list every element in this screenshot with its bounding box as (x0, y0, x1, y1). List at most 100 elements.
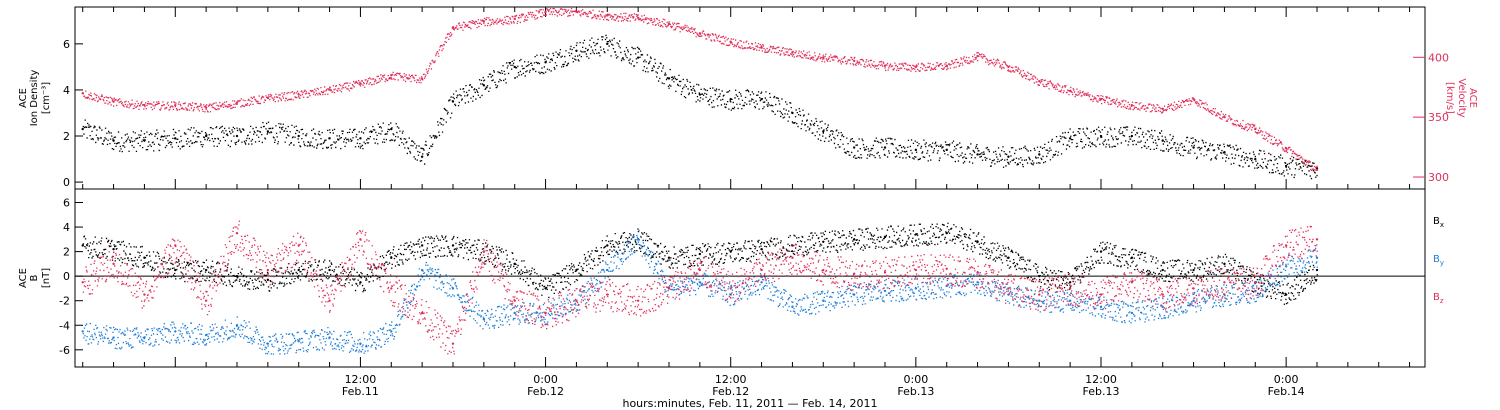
velocity-series-point (1038, 80, 1041, 83)
velocity-series-point (1161, 107, 1164, 110)
x-tick-date-label: Feb.11 (342, 385, 379, 398)
density-series-point (1038, 153, 1041, 156)
density-series-point (945, 148, 948, 152)
bfield-tick-label: -6 (59, 344, 70, 357)
by-series-point (1192, 299, 1195, 302)
density-series-point (698, 93, 702, 96)
bx-series-point (390, 256, 393, 259)
velocity-series-point (1284, 147, 1288, 150)
bx-series-point (204, 268, 208, 272)
bz-series-point (544, 311, 547, 315)
bx-series-point (266, 278, 270, 282)
bx-series-point (112, 247, 115, 251)
by-series-point (204, 333, 208, 337)
density-series-point (174, 137, 177, 140)
by-series-point (636, 238, 640, 241)
bz-series-point (1038, 293, 1041, 296)
density-series-point (1254, 157, 1257, 161)
velocity-series-point (1254, 127, 1257, 131)
bz-series-point (1223, 281, 1226, 284)
bx-series-point (297, 268, 300, 272)
by-series-point (235, 324, 239, 327)
velocity-series-point (328, 88, 331, 91)
x-tick-time-label: 0:00 (1274, 373, 1299, 386)
density-ylabel: ACE Ion Density [cm⁻³] (18, 70, 52, 127)
by-series-point (606, 268, 609, 272)
bfield-tick-label: -4 (59, 319, 70, 332)
velocity-ylabel: ACE Velocity [km/s] (1444, 78, 1478, 117)
velocity-series-point (544, 10, 547, 13)
velocity-series-point (883, 64, 887, 67)
velocity-series-point (1223, 115, 1226, 119)
top-panel-data (81, 8, 1319, 180)
velocity-series (81, 8, 1319, 172)
bfield-ylabel: ACE B [nT] (18, 268, 52, 288)
velocity-ylabel-line3: [km/s] (1444, 82, 1455, 114)
density-series-point (1161, 139, 1164, 142)
x-tick-time-label: 12:00 (345, 373, 377, 386)
bx-series-point (359, 281, 362, 284)
bx-series-point (883, 235, 887, 239)
bz-series-point (1161, 293, 1164, 296)
velocity-tick-label: 400 (1428, 51, 1449, 64)
bz-series-point (667, 287, 671, 290)
by-series-point (81, 330, 84, 333)
legend-by: By (1433, 254, 1444, 267)
bx-series-point (1284, 293, 1288, 296)
bottom-panel-frame (74, 188, 1426, 368)
velocity-series-point (852, 59, 856, 63)
by-series-point (451, 287, 455, 290)
bz-series-point (420, 311, 424, 315)
density-series-point (1284, 164, 1288, 168)
density-series-point (667, 77, 671, 80)
velocity-series-point (482, 20, 486, 23)
x-tick-date-label: Feb.13 (897, 385, 934, 398)
density-series-point (1099, 134, 1103, 138)
x-tick-time-label: 0:00 (904, 373, 929, 386)
bz-series-point (81, 281, 84, 284)
bx-series-point (1068, 281, 1072, 284)
bx-series-point (1315, 268, 1319, 272)
density-series-point (328, 137, 331, 140)
bz-series-point (852, 272, 856, 275)
density-series-point (112, 139, 115, 142)
density-series-points (82, 34, 1318, 180)
bz-series-point (1284, 244, 1288, 247)
velocity-series-point (204, 106, 208, 109)
velocity-series-point (297, 93, 300, 96)
density-series-point (1192, 146, 1195, 149)
bx-series-point (143, 256, 146, 259)
density-series-point (883, 146, 887, 149)
density-series-point (513, 65, 516, 69)
bz-series-point (1315, 238, 1319, 241)
bx-series-point (729, 250, 732, 253)
by-series-point (359, 342, 362, 345)
bz-series-point (760, 268, 763, 272)
bx-series-point (760, 247, 763, 251)
velocity-series-point (729, 40, 732, 43)
bz-series-point (513, 299, 516, 302)
x-tick-date-label: Feb.12 (527, 385, 564, 398)
x-tick-date-label: Feb.14 (1268, 385, 1305, 398)
by-series-point (1038, 299, 1041, 302)
bz-series-point (791, 256, 794, 259)
bfield-tick-label: 2 (63, 246, 70, 259)
bx-series-point (606, 244, 609, 247)
bx-series-point (1099, 250, 1103, 253)
velocity-series-point (112, 100, 115, 103)
velocity-series-point (143, 103, 146, 107)
bz-series-point (1130, 281, 1134, 284)
bx-series-point (420, 244, 424, 247)
by-series-point (1099, 305, 1103, 309)
by-series-point (883, 289, 887, 293)
density-series-point (729, 97, 732, 101)
bx-series-point (575, 268, 578, 272)
density-ylabel-line2: Ion Density (29, 70, 40, 127)
by-series-point (1315, 256, 1319, 259)
bz-series-point (359, 238, 362, 241)
velocity-series-point (606, 14, 609, 17)
density-series-point (575, 49, 578, 52)
by-series-point (1161, 305, 1164, 309)
bz-series-point (482, 250, 486, 253)
